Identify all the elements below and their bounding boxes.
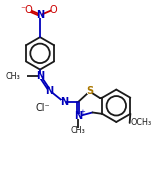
Text: Cl⁻: Cl⁻ bbox=[36, 103, 50, 113]
Bar bbox=[62, 100, 66, 104]
Bar bbox=[73, 128, 83, 133]
Bar bbox=[87, 89, 92, 94]
Text: N: N bbox=[60, 97, 68, 107]
Text: N: N bbox=[45, 85, 54, 96]
Text: OCH₃: OCH₃ bbox=[131, 118, 152, 127]
Text: CH₃: CH₃ bbox=[71, 126, 86, 135]
Text: CH₃: CH₃ bbox=[5, 72, 20, 81]
Bar bbox=[17, 74, 27, 79]
Text: N: N bbox=[74, 111, 82, 121]
Bar bbox=[76, 114, 81, 119]
Text: N: N bbox=[36, 10, 44, 20]
Text: N: N bbox=[36, 71, 44, 81]
Text: +: + bbox=[79, 109, 85, 114]
Text: S: S bbox=[86, 87, 93, 96]
Bar bbox=[50, 7, 56, 12]
Text: ⁻O: ⁻O bbox=[20, 4, 33, 14]
Text: O: O bbox=[50, 4, 57, 14]
Bar bbox=[47, 88, 52, 93]
Bar bbox=[38, 74, 42, 79]
Bar bbox=[22, 7, 31, 12]
Bar bbox=[38, 13, 42, 18]
